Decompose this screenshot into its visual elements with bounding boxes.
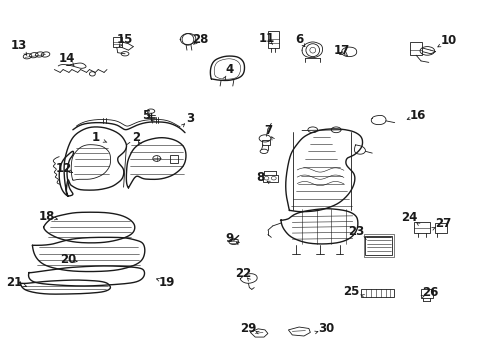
- Text: 2: 2: [132, 131, 140, 144]
- Bar: [263, 175, 277, 182]
- Text: 5: 5: [142, 109, 150, 122]
- Bar: [360, 289, 393, 297]
- Text: 25: 25: [343, 285, 359, 298]
- Text: 7: 7: [264, 124, 271, 137]
- Text: 29: 29: [240, 322, 256, 335]
- Text: 6: 6: [294, 33, 303, 46]
- Text: 23: 23: [348, 225, 364, 238]
- Text: 13: 13: [11, 39, 27, 52]
- Text: 14: 14: [58, 51, 75, 64]
- Text: 11: 11: [258, 32, 274, 45]
- Text: 27: 27: [434, 217, 450, 230]
- Text: 16: 16: [408, 109, 425, 122]
- Text: 15: 15: [117, 33, 133, 46]
- Bar: [413, 222, 429, 233]
- Bar: [170, 155, 177, 163]
- Text: 17: 17: [333, 44, 349, 57]
- Text: 8: 8: [255, 171, 264, 184]
- Text: 9: 9: [225, 231, 234, 244]
- Bar: [420, 289, 432, 298]
- Text: 12: 12: [56, 162, 72, 175]
- Text: 22: 22: [235, 267, 251, 280]
- Text: 21: 21: [6, 276, 22, 289]
- Text: 3: 3: [185, 112, 194, 125]
- Text: 20: 20: [60, 253, 76, 266]
- Text: 28: 28: [192, 33, 208, 46]
- Text: 10: 10: [439, 34, 455, 48]
- Text: 24: 24: [400, 211, 417, 224]
- Bar: [365, 235, 391, 255]
- Text: 26: 26: [422, 287, 438, 300]
- Bar: [261, 140, 270, 145]
- Text: 19: 19: [158, 276, 174, 289]
- Bar: [267, 31, 278, 48]
- Bar: [363, 234, 393, 257]
- Text: 4: 4: [225, 63, 234, 76]
- Text: 18: 18: [39, 210, 55, 223]
- Bar: [434, 223, 446, 233]
- Bar: [409, 41, 422, 55]
- Bar: [113, 37, 122, 47]
- Text: 30: 30: [318, 322, 334, 335]
- Text: 1: 1: [92, 131, 100, 144]
